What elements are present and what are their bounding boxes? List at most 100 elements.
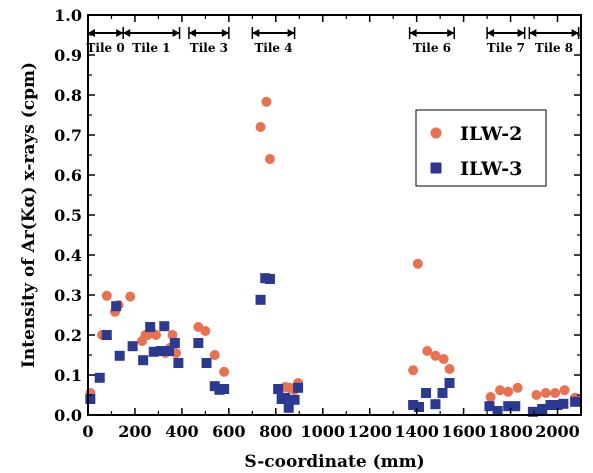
tile-label: Tile 0 bbox=[86, 41, 124, 55]
tile-arrow-head-right bbox=[571, 29, 579, 37]
data-point-ilw-3 bbox=[545, 400, 556, 410]
data-points bbox=[85, 96, 581, 417]
axis-ticks: 0 200 400 600 800 1000 1200 1400 1600 1800 2000 0.0… bbox=[54, 6, 581, 441]
data-point-ilw-2 bbox=[512, 382, 523, 393]
data-point-ilw-2 bbox=[408, 365, 419, 376]
tile-arrow-head-left bbox=[529, 29, 537, 37]
x-tick-label: 800 bbox=[259, 422, 292, 441]
tile-label: Tile 6 bbox=[413, 41, 451, 55]
tile-arrow-head-right bbox=[116, 29, 124, 37]
x-tick-label: 200 bbox=[118, 422, 151, 441]
x-tick-label: 1600 bbox=[441, 422, 486, 441]
x-tick-label: 1800 bbox=[488, 422, 533, 441]
x-axis-title: S-coordinate (mm) bbox=[244, 452, 424, 472]
data-point-ilw-3 bbox=[484, 401, 495, 412]
y-axis-title: Intensity of Ar(Kα) x-rays (cpm) bbox=[19, 62, 39, 368]
data-point-ilw-3 bbox=[510, 401, 521, 412]
tile-arrow-head-right bbox=[287, 29, 295, 37]
data-point-ilw-3 bbox=[169, 338, 180, 348]
data-point-ilw-2 bbox=[151, 330, 162, 340]
data-point-ilw-3 bbox=[255, 294, 266, 305]
y-tick-label: 1.0 bbox=[54, 6, 82, 25]
x-tick-label: 600 bbox=[212, 422, 245, 441]
tile-arrow-head-left bbox=[88, 29, 95, 37]
data-point-ilw-3 bbox=[94, 372, 105, 383]
tile-arrow-head-left bbox=[123, 29, 131, 37]
data-point-ilw-3 bbox=[273, 384, 284, 394]
data-point-ilw-3 bbox=[444, 378, 455, 388]
data-point-ilw-2 bbox=[422, 346, 433, 356]
data-point-ilw-3 bbox=[552, 400, 563, 410]
y-tick-label: 0.7 bbox=[54, 126, 82, 145]
data-point-ilw-3 bbox=[85, 394, 96, 404]
data-point-ilw-3 bbox=[114, 350, 125, 361]
tile-arrow-head-left bbox=[252, 29, 260, 37]
tile-arrow-head-left bbox=[188, 29, 196, 37]
data-point-ilw-2 bbox=[503, 386, 514, 397]
data-point-ilw-3 bbox=[558, 398, 569, 409]
data-point-ilw-3 bbox=[280, 392, 291, 403]
data-point-ilw-2 bbox=[167, 330, 178, 340]
tile-label: Tile 7 bbox=[487, 41, 525, 55]
data-point-ilw-3 bbox=[527, 406, 538, 417]
data-point-ilw-3 bbox=[421, 388, 432, 398]
data-point-ilw-3 bbox=[138, 355, 149, 366]
tile-label: Tile 3 bbox=[190, 41, 228, 55]
data-point-ilw-2 bbox=[559, 385, 570, 396]
legend-marker-ilw-3 bbox=[430, 162, 442, 174]
data-point-ilw-3 bbox=[408, 400, 419, 410]
y-tick-label: 0.9 bbox=[54, 46, 82, 65]
data-point-ilw-3 bbox=[430, 399, 441, 410]
y-tick-label: 0.2 bbox=[54, 326, 82, 345]
tile-label: Tile 8 bbox=[535, 41, 573, 55]
data-point-ilw-2 bbox=[444, 364, 455, 374]
data-point-ilw-3 bbox=[283, 402, 294, 413]
data-point-ilw-3 bbox=[264, 274, 275, 284]
data-point-ilw-3 bbox=[148, 346, 159, 357]
tile-label: Tile 1 bbox=[132, 41, 170, 55]
tile-arrow-head-right bbox=[517, 29, 525, 37]
tile-arrow-head-right bbox=[221, 29, 229, 37]
data-point-ilw-3 bbox=[503, 401, 514, 412]
y-tick-label: 0.3 bbox=[54, 286, 82, 305]
y-tick-label: 0.1 bbox=[54, 366, 82, 385]
data-point-ilw-2 bbox=[495, 385, 506, 396]
y-tick-label: 0.0 bbox=[54, 406, 82, 425]
tile-label: Tile 4 bbox=[254, 41, 292, 55]
data-point-ilw-2 bbox=[264, 154, 275, 164]
x-tick-label: 1400 bbox=[394, 422, 439, 441]
data-point-ilw-2 bbox=[209, 350, 220, 360]
legend-label-ilw-3: ILW-3 bbox=[460, 158, 522, 180]
y-tick-label: 0.6 bbox=[54, 166, 82, 185]
data-point-ilw-3 bbox=[289, 394, 300, 405]
data-point-ilw-3 bbox=[193, 338, 204, 348]
data-point-ilw-2 bbox=[430, 350, 441, 361]
y-tick-label: 0.8 bbox=[54, 86, 82, 105]
x-tick-label: 2000 bbox=[535, 422, 580, 441]
data-point-ilw-3 bbox=[155, 346, 166, 356]
data-point-ilw-3 bbox=[414, 402, 425, 412]
data-point-ilw-2 bbox=[101, 290, 112, 301]
tile-arrow-head-left bbox=[409, 29, 417, 37]
data-point-ilw-3 bbox=[492, 406, 503, 416]
tile-annotations: Tile 0 Tile 1 Tile 3 Tile 4 Tile 6 Tile 7 Tile… bbox=[86, 27, 580, 55]
x-tick-label: 0 bbox=[82, 422, 93, 441]
data-point-ilw-2 bbox=[200, 326, 211, 336]
data-point-ilw-3 bbox=[537, 404, 548, 414]
data-point-ilw-3 bbox=[101, 330, 112, 340]
data-point-ilw-2 bbox=[219, 366, 230, 377]
x-tick-label: 400 bbox=[165, 422, 198, 441]
data-point-ilw-2 bbox=[255, 122, 266, 132]
data-point-ilw-3 bbox=[159, 321, 170, 332]
data-point-ilw-2 bbox=[412, 258, 423, 269]
data-point-ilw-3 bbox=[219, 384, 230, 394]
x-tick-label: 1000 bbox=[300, 422, 345, 441]
tile-arrow-head-right bbox=[172, 29, 180, 37]
tile-arrow-head-left bbox=[487, 29, 495, 37]
legend: ILW-2 ILW-3 bbox=[415, 109, 547, 187]
data-point-ilw-3 bbox=[127, 341, 138, 352]
legend-label-ilw-2: ILW-2 bbox=[460, 123, 522, 145]
y-tick-label: 0.4 bbox=[54, 246, 82, 265]
y-tick-label: 0.5 bbox=[54, 206, 82, 225]
data-point-ilw-3 bbox=[293, 382, 304, 393]
